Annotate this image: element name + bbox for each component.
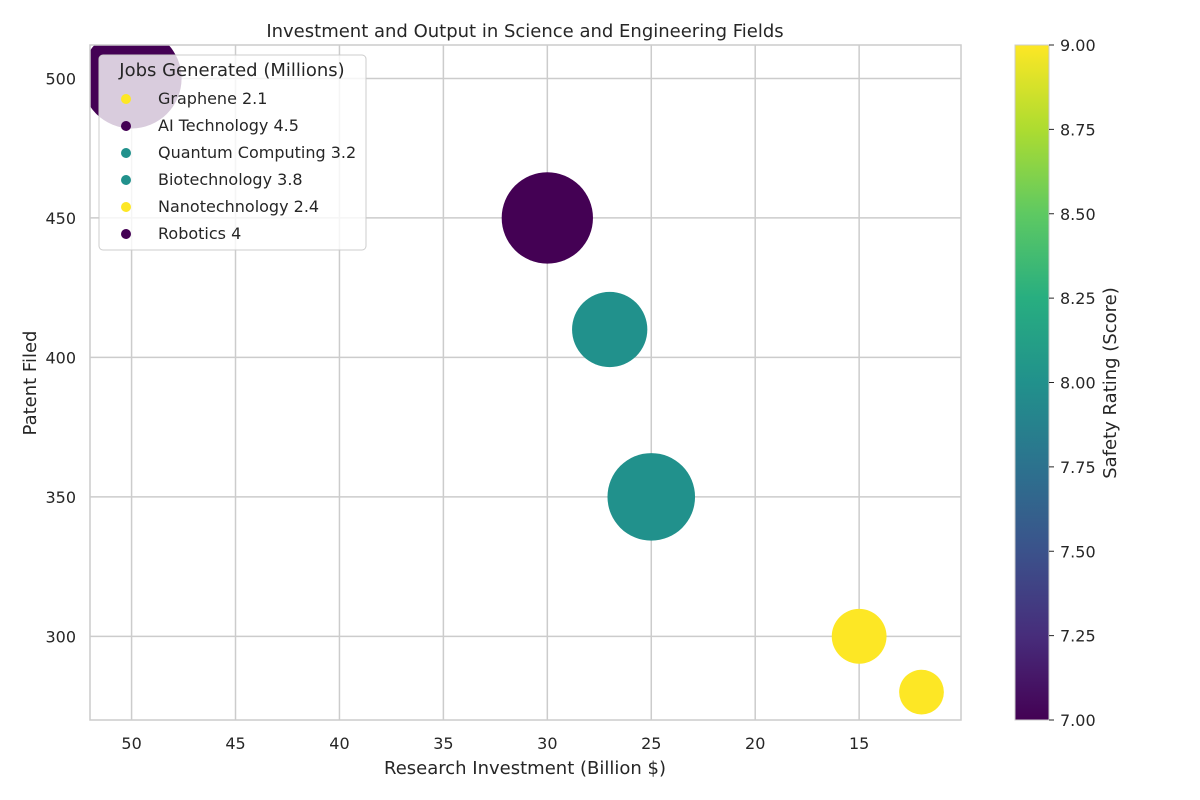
y-tick-label: 500 [45, 69, 76, 88]
colorbar-label: Safety Rating (Score) [1100, 287, 1121, 479]
legend-marker [121, 121, 131, 131]
bubble-biotechnology [607, 453, 696, 541]
colorbar-tick-label: 7.50 [1060, 542, 1096, 561]
bubble-nanotechnology [831, 608, 887, 664]
y-axis-ticks: 300 350 400 450 500 [45, 69, 76, 646]
legend-box [98, 54, 367, 251]
legend-entry: Robotics 4 [158, 224, 241, 243]
legend-marker [121, 94, 131, 104]
colorbar: 7.00 7.25 7.50 7.75 8.00 8.25 8.50 8.75 9.00 Saf… [1014, 36, 1121, 730]
colorbar-tick-label: 8.75 [1060, 120, 1096, 139]
colorbar-tick-label: 7.00 [1060, 711, 1096, 730]
legend-marker [121, 229, 131, 239]
plot-frame [89, 44, 962, 721]
colorbar-gradient [1014, 44, 1050, 721]
y-axis-label: Patent Filed [20, 331, 41, 436]
x-tick-label: 25 [641, 734, 661, 753]
bubble-robotics [501, 172, 593, 264]
x-tick-label: 35 [433, 734, 453, 753]
y-tick-label: 450 [45, 209, 76, 228]
y-tick-label: 350 [45, 488, 76, 507]
legend-entry: Graphene 2.1 [158, 89, 267, 108]
legend-title: Jobs Generated (Millions) [118, 60, 344, 81]
x-axis-ticks: 50 45 40 35 30 25 20 15 [121, 734, 869, 753]
y-tick-label: 300 [45, 627, 76, 646]
legend: Jobs Generated (Millions) Graphene 2.1 AI… [98, 54, 367, 251]
x-tick-label: 20 [745, 734, 765, 753]
y-tick-label: 400 [45, 348, 76, 367]
legend-entry: Biotechnology 3.8 [158, 170, 303, 189]
colorbar-tick-label: 7.75 [1060, 458, 1096, 477]
colorbar-tick-label: 8.50 [1060, 205, 1096, 224]
legend-entry: Nanotechnology 2.4 [158, 197, 319, 216]
chart-title: Investment and Output in Science and Eng… [266, 21, 783, 42]
x-tick-label: 50 [121, 734, 141, 753]
x-tick-label: 30 [537, 734, 557, 753]
legend-marker [121, 175, 131, 185]
colorbar-tick-label: 8.00 [1060, 374, 1096, 393]
x-tick-label: 15 [849, 734, 869, 753]
bubble-quantum-computing [572, 291, 648, 368]
legend-entry: Quantum Computing 3.2 [158, 143, 356, 162]
x-axis-label: Research Investment (Billion $) [384, 758, 666, 779]
colorbar-ticks: 7.00 7.25 7.50 7.75 8.00 8.25 8.50 8.75 9.00 [1049, 36, 1096, 730]
legend-marker [121, 202, 131, 212]
colorbar-tick-label: 8.25 [1060, 289, 1096, 308]
x-tick-label: 45 [225, 734, 245, 753]
legend-entry: AI Technology 4.5 [158, 116, 299, 135]
bubble-graphene [899, 669, 944, 715]
legend-marker [121, 148, 131, 158]
x-tick-label: 40 [329, 734, 349, 753]
colorbar-tick-label: 9.00 [1060, 36, 1096, 55]
colorbar-tick-label: 7.25 [1060, 627, 1096, 646]
